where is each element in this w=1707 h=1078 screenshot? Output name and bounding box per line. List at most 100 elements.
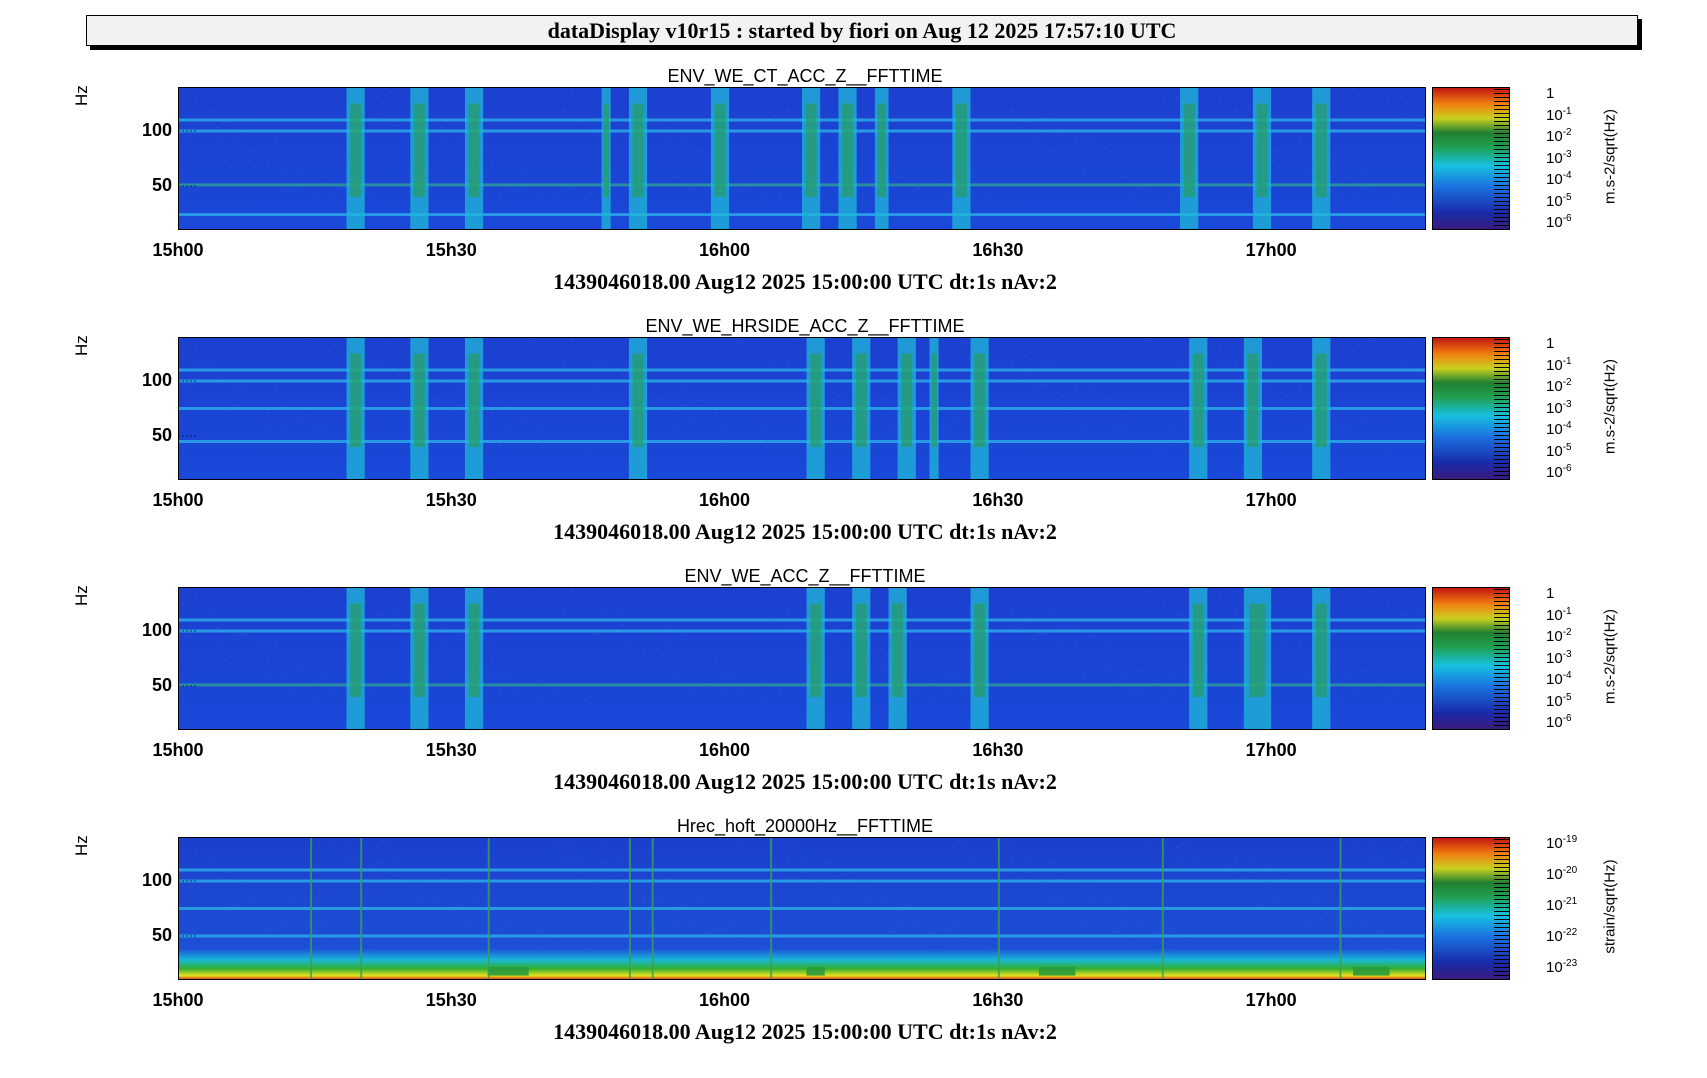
y-axis-label: Hz: [72, 85, 91, 106]
noise-speckle: [1303, 157, 1306, 159]
noise-speckle: [1205, 103, 1208, 105]
noise-speckle: [765, 696, 768, 698]
noise-speckle: [799, 355, 802, 357]
glitch-line: [1161, 837, 1164, 980]
noise-speckle: [659, 164, 662, 166]
noise-speckle: [655, 148, 658, 149]
noise-speckle: [626, 391, 629, 393]
y-grid-dot: [186, 935, 188, 937]
noise-speckle: [418, 902, 421, 904]
panel-1: ENV_WE_CT_ACC_Z__FFTTIME Hz 100 50 15h00 15h3…: [0, 66, 1707, 328]
noise-speckle: [1142, 687, 1145, 689]
noise-speckle: [1307, 923, 1310, 925]
noise-speckle: [596, 634, 599, 636]
noise-speckle: [368, 367, 370, 369]
noise-speckle: [867, 152, 870, 154]
noise-speckle: [482, 933, 485, 935]
noise-speckle: [490, 411, 493, 413]
noise-speckle: [1370, 89, 1373, 91]
noise-speckle: [1252, 872, 1255, 874]
noise-speckle: [693, 437, 696, 439]
x-tick-label: 16h30: [972, 240, 1024, 260]
y-grid-dot: [194, 130, 196, 132]
colorbar-tick: [1494, 967, 1510, 968]
colorbar-tick: [1494, 697, 1510, 698]
noise-speckle: [596, 884, 599, 886]
colorbar-label-exp: -2: [1562, 377, 1572, 388]
noise-speckle: [444, 143, 447, 145]
colorbar-tick: [1494, 209, 1510, 210]
noise-speckle: [575, 356, 578, 357]
colorbar-tick: [1494, 351, 1510, 352]
noise-speckle: [1074, 140, 1077, 142]
noise-speckle: [1011, 610, 1014, 612]
noise-speckle: [1286, 145, 1289, 147]
noise-speckle: [236, 655, 239, 657]
y-grid-dot: [186, 380, 188, 382]
noise-speckle: [296, 168, 299, 170]
colorbar: [1432, 587, 1510, 730]
x-tick-label: 16h00: [699, 240, 751, 260]
noise-speckle: [1222, 615, 1225, 617]
noise-speckle: [562, 360, 565, 362]
colorbar-tick: [1494, 725, 1510, 726]
y-grid-dot: [190, 435, 192, 437]
colorbar-unit: strain/sqrt(Hz): [1601, 859, 1619, 954]
noise-speckle: [1151, 166, 1153, 168]
colorbar-tick: [1494, 133, 1510, 134]
spectral-line: [178, 407, 1426, 410]
noise-speckle: [934, 699, 937, 701]
noise-speckle: [520, 418, 523, 420]
colorbar-tick: [1494, 355, 1510, 356]
noise-speckle: [431, 398, 434, 400]
noise-speckle: [275, 140, 278, 142]
noise-speckle: [643, 902, 645, 904]
colorbar-label: 10-4: [1546, 170, 1572, 188]
y-tick-label: 100: [141, 120, 172, 140]
noise-speckle: [537, 180, 540, 182]
noise-speckle: [732, 673, 735, 675]
noise-speckle: [998, 365, 1001, 367]
noise-speckle: [1222, 865, 1225, 867]
colorbar-label-exp: -6: [1562, 213, 1572, 224]
y-grid-dot: [194, 630, 196, 632]
noise-speckle: [1332, 164, 1335, 166]
noise-speckle: [537, 680, 540, 682]
noise-speckle: [228, 372, 231, 374]
noise-speckle: [1108, 164, 1111, 166]
colorbar-tick: [1494, 137, 1510, 138]
y-grid-dot: [182, 435, 184, 437]
noise-speckle: [1070, 374, 1073, 376]
glitch-line: [628, 837, 631, 980]
noise-speckle: [998, 615, 1001, 617]
colorbar-tick: [1494, 177, 1510, 178]
noise-speckle: [1087, 886, 1090, 888]
noise-speckle: [795, 89, 798, 91]
colorbar-tick: [1494, 463, 1510, 464]
noise-speckle: [1277, 416, 1280, 418]
noise-speckle: [249, 150, 252, 152]
noise-speckle: [1028, 372, 1031, 374]
spectral-line: [178, 868, 1426, 872]
noise-speckle: [499, 194, 502, 196]
noise-speckle: [567, 187, 570, 189]
colorbar-tick: [1494, 903, 1510, 904]
colorbar-label-exp: -19: [1562, 834, 1578, 845]
noise-speckle: [1336, 680, 1339, 682]
noise-speckle: [537, 430, 540, 432]
noise-speckle: [719, 428, 722, 430]
noise-speckle: [228, 872, 231, 874]
noise-speckle: [270, 178, 273, 180]
x-tick-label: 16h00: [699, 740, 751, 760]
noise-speckle: [1383, 699, 1386, 701]
noise-speckle: [368, 117, 370, 119]
x-tick-label: 16h00: [699, 490, 751, 510]
noise-speckle: [761, 180, 764, 182]
spectral-burst-core: [974, 353, 986, 447]
colorbar-tick: [1494, 217, 1510, 218]
noise-speckle: [1074, 640, 1077, 642]
noise-speckle: [448, 409, 451, 411]
noise-speckle: [545, 349, 548, 351]
noise-speckle: [211, 360, 214, 362]
noise-speckle: [757, 103, 760, 105]
